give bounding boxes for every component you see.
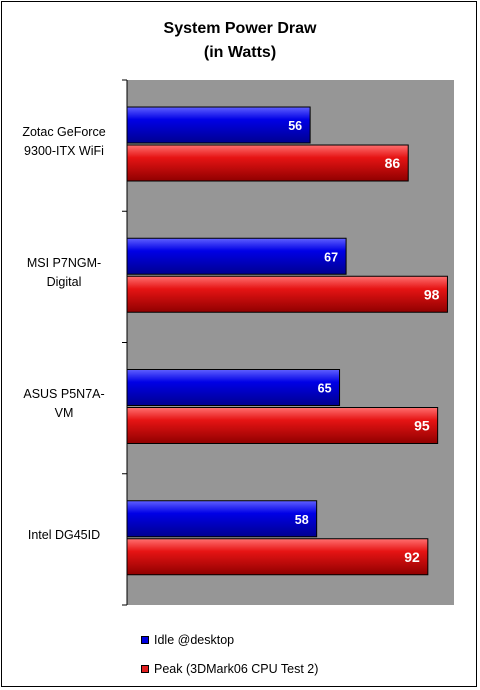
data-label-idle-3: 58: [295, 513, 309, 527]
bar-peak-2: [126, 407, 439, 444]
category-label: Intel DG45ID: [27, 527, 101, 542]
bar-peak-3: [126, 538, 429, 576]
bar-peak-1: [126, 275, 448, 313]
data-label-peak-3: 92: [404, 549, 420, 565]
bar-idle-0: [126, 106, 311, 144]
legend-label-idle: Idle @desktop: [154, 633, 235, 647]
bar-peak-0: [126, 144, 409, 182]
legend-swatch-idle: [141, 636, 149, 644]
data-label-idle-0: 56: [288, 119, 302, 133]
data-label-idle-2: 65: [318, 382, 332, 396]
bar-idle-3: [126, 500, 318, 538]
legend-swatch-peak: [141, 665, 149, 673]
bar-idle-1: [126, 237, 347, 275]
legend-item-idle: Idle @desktop: [141, 633, 234, 647]
chart-title-line-2: (in Watts): [203, 44, 277, 61]
data-label-idle-1: 67: [324, 250, 338, 264]
bar-idle-2: [126, 369, 341, 406]
legend-label-peak: Peak (3DMark06 CPU Test 2): [154, 662, 319, 676]
category-label: ASUS P5N7A- VM: [23, 387, 105, 421]
category-label: Zotac GeForce 9300-ITX WiFi: [22, 124, 106, 158]
legend-item-peak: Peak (3DMark06 CPU Test 2): [141, 662, 318, 676]
data-label-peak-1: 98: [424, 286, 440, 302]
category-label: MSI P7NGM- Digital: [26, 255, 102, 289]
data-label-peak-2: 95: [414, 418, 430, 434]
data-label-peak-0: 86: [385, 155, 401, 171]
chart-title-line-1: System Power Draw: [163, 20, 317, 37]
